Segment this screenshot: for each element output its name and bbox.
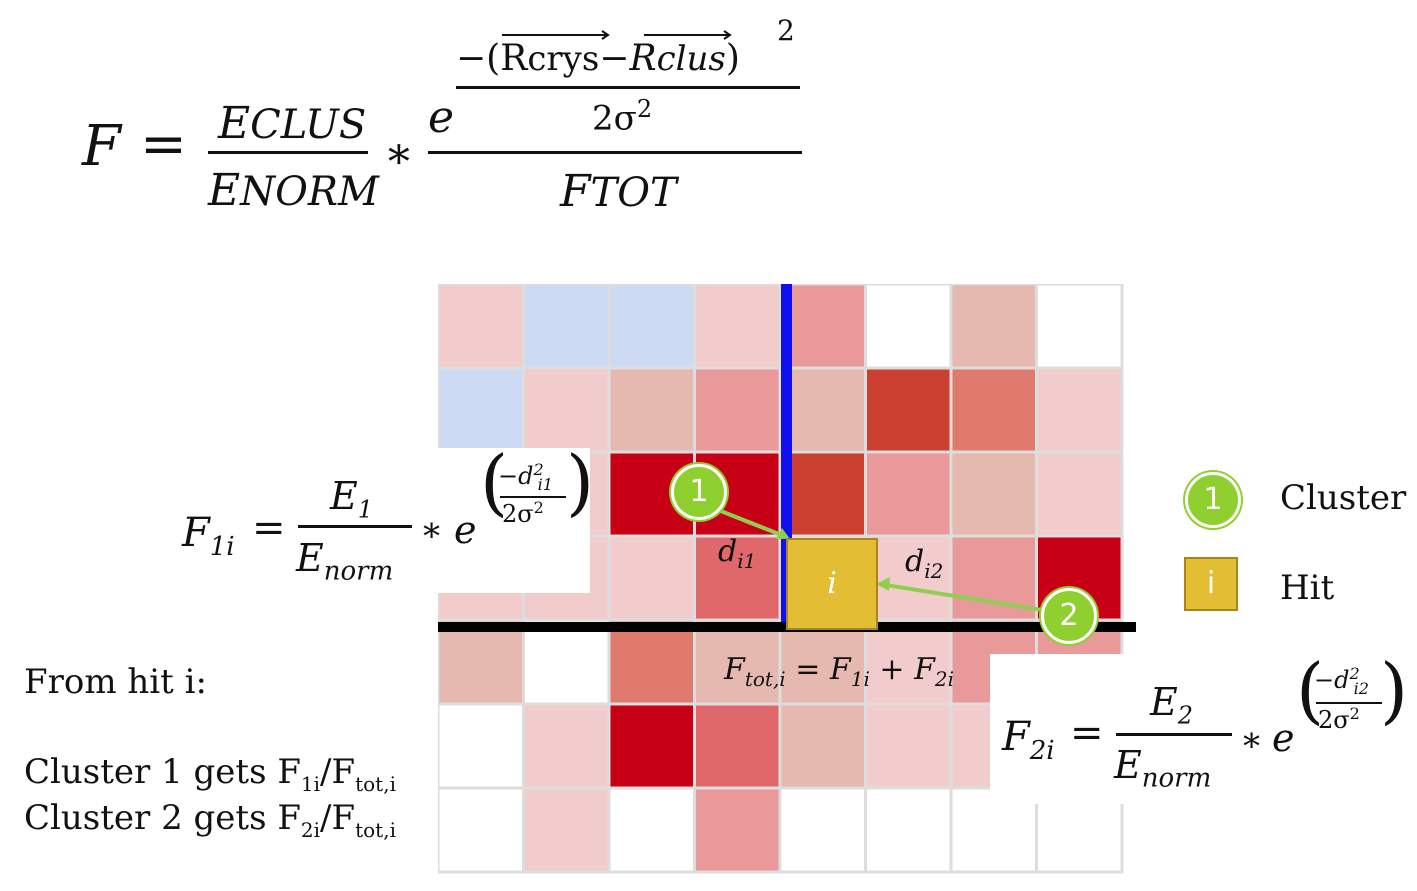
f2-exp-den: 2σ2 xyxy=(1318,704,1360,734)
grid-cell xyxy=(607,786,696,874)
f1-exp-base: e xyxy=(454,508,477,552)
f1-paren-close: ) xyxy=(566,440,595,524)
formula-f-tot: FTOT xyxy=(560,166,677,217)
formula-fraction-bar-2 xyxy=(428,151,802,154)
f1-exp-bar xyxy=(500,496,566,498)
grid-cell xyxy=(522,702,611,790)
grid-cell xyxy=(778,366,867,454)
distance-label-i1: di1 xyxy=(718,534,757,573)
formula-exp-base: e xyxy=(428,92,455,143)
grid-cell xyxy=(693,534,782,622)
grid-cell xyxy=(693,366,782,454)
blue-boundary-line xyxy=(781,284,792,628)
grid-cell xyxy=(693,786,782,874)
grid-cell xyxy=(864,786,953,874)
grid-cell xyxy=(1035,450,1124,538)
f2-numerator: E2 xyxy=(1150,680,1194,730)
f1-formula-bg xyxy=(336,448,590,593)
formula-e-norm: ENORM xyxy=(208,165,379,216)
formula-times: ∗ xyxy=(384,128,414,179)
grid-cell xyxy=(864,284,953,370)
grid-cell xyxy=(778,786,867,874)
f1-times: ∗ xyxy=(420,510,444,550)
grid-cell xyxy=(949,366,1038,454)
grid-cell xyxy=(1035,366,1124,454)
legend-cluster-label: Cluster xyxy=(1280,478,1407,518)
grid-cell xyxy=(864,702,953,790)
distance-label-i2: di2 xyxy=(905,544,944,583)
f2-exp-bar xyxy=(1316,702,1382,704)
f2-fraction-bar xyxy=(1116,733,1232,736)
grid-cell xyxy=(438,618,525,706)
formula-e-clus: ECLUS xyxy=(218,98,367,149)
f2-lhs: F2i xyxy=(1002,714,1055,766)
notes-heading: From hit i: xyxy=(24,662,207,702)
f-tot-equation: Ftot,i = F1i + F2i xyxy=(724,652,955,691)
hit-label: i xyxy=(827,566,837,601)
grid-cell xyxy=(438,702,525,790)
f1-paren-open: ( xyxy=(480,440,509,524)
grid-cell xyxy=(522,284,611,370)
f1-exp-den: 2σ2 xyxy=(502,498,544,528)
formula-exp-numerator: −(Rcrys−Rclus) xyxy=(456,38,740,79)
formula-exp-square: 2 xyxy=(777,14,795,47)
f1-lhs: F1i xyxy=(182,510,235,562)
f1-exp-num: −d2i1 xyxy=(498,460,553,494)
f2-denominator: Enorm xyxy=(1114,743,1212,794)
distance-arrows xyxy=(707,504,1049,613)
legend-cluster-icon: 1 xyxy=(1185,472,1241,528)
f2-exp-num: −d2i2 xyxy=(1314,664,1369,698)
legend-hit-label: Hit xyxy=(1280,568,1335,608)
vector-arrows xyxy=(502,30,732,40)
grid-cell xyxy=(607,702,696,790)
cluster-1-marker: 1 xyxy=(671,464,727,520)
cluster-2-marker: 2 xyxy=(1041,588,1097,644)
formula-fraction-bar-1 xyxy=(208,151,368,154)
grid-cell xyxy=(864,450,953,538)
legend-hit-icon: i xyxy=(1184,557,1238,611)
grid-cell xyxy=(949,284,1038,370)
grid-cell xyxy=(778,618,867,706)
f2-times: ∗ xyxy=(1240,720,1264,760)
grid-cell xyxy=(522,786,611,874)
grid-cell xyxy=(778,702,867,790)
f2-paren-open: ( xyxy=(1296,648,1325,732)
grid-cell xyxy=(607,534,696,622)
grid-cell xyxy=(778,284,867,370)
formula-f-lhs: F xyxy=(82,114,121,179)
grid-cell xyxy=(607,284,696,370)
grid-cell xyxy=(522,618,611,706)
formula-exp-fraction-bar xyxy=(456,86,800,89)
f1-denominator: Enorm xyxy=(296,536,394,587)
grid-cell xyxy=(693,702,782,790)
notes-line-1: Cluster 1 gets F1i/Ftot,i xyxy=(24,752,396,796)
formula-exp-denominator: 2σ2 xyxy=(592,95,653,139)
grid-cell xyxy=(949,450,1038,538)
formula-equals: = xyxy=(140,112,187,177)
notes-line-2: Cluster 2 gets F2i/Ftot,i xyxy=(24,798,396,842)
grid-cell xyxy=(607,366,696,454)
hit-square: i xyxy=(786,538,878,630)
f2-paren-close: ) xyxy=(1380,648,1409,732)
grid-cell xyxy=(438,284,525,370)
grid-cell xyxy=(864,366,953,454)
f2-exp-base: e xyxy=(1272,716,1295,760)
grid-cell xyxy=(607,618,696,706)
f1-fraction-bar xyxy=(298,525,412,528)
grid-cell xyxy=(1035,284,1124,370)
f2-formula-bg xyxy=(990,654,1417,804)
grid-cell xyxy=(438,786,525,874)
f2-equals: = xyxy=(1070,710,1104,756)
f1-equals: = xyxy=(252,505,286,551)
grid-cell xyxy=(693,284,782,370)
grid-cell xyxy=(864,618,953,706)
f1-numerator: E1 xyxy=(330,474,374,524)
